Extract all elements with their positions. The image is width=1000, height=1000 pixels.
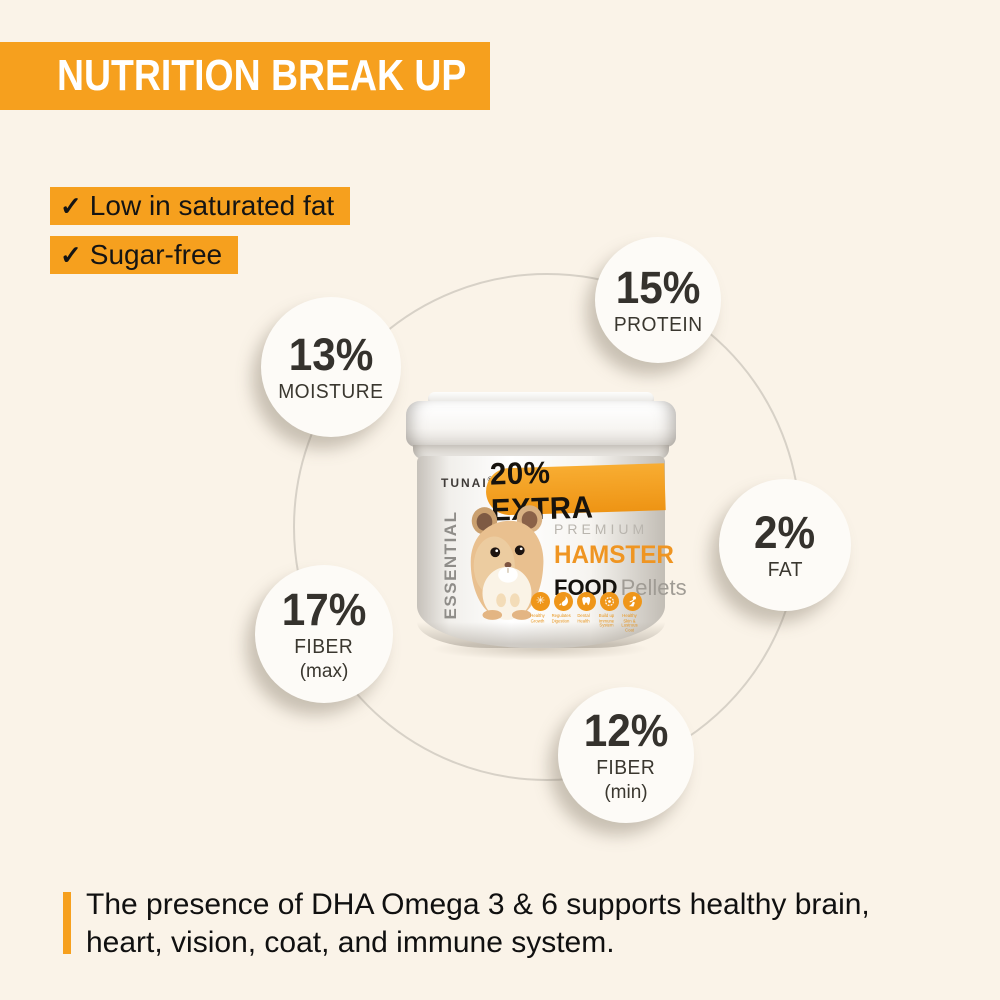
nutrient-bubble-protein: 15% PROTEIN [595,237,721,363]
nutrient-label: FIBER [596,757,656,779]
checkmark-icon: ✓ [60,239,82,270]
footnote-line: heart, vision, coat, and immune system. [86,926,615,959]
footnote-line: The presence of DHA Omega 3 & 6 supports… [86,888,870,921]
tub-base-shading [417,622,665,648]
nutrient-label: FIBER [294,636,354,658]
nutrient-bubble-moisture: 13% MOISTURE [261,297,401,437]
icon-caption: Dental Health [577,613,590,623]
badge-label: Low in saturated fat [89,190,335,221]
nutrient-label: PROTEIN [613,314,703,336]
tooth-icon [577,592,596,611]
feature-badge-sugar-free: ✓ Sugar-free [50,236,239,274]
icon-caption: Regulates Digestion [551,613,571,623]
product-tub: TUNAI® 20% EXTRA ESSENTIAL [406,390,687,652]
brand-name: TUNAI [441,476,488,490]
hamster-image [470,505,544,620]
badge-label: Sugar-free [89,239,223,270]
nutrient-value: 15% [615,262,701,313]
feature-icons-row: ✳ [531,592,642,611]
checkmark-icon: ✓ [60,190,82,221]
nutrient-sublabel: (max) [299,661,349,682]
footnote: The presence of DHA Omega 3 & 6 supports… [63,884,870,962]
nutrient-value: 13% [288,329,374,380]
nutrient-value: 12% [583,705,669,756]
healthy-coat-icon [623,592,642,611]
footnote-text: The presence of DHA Omega 3 & 6 supports… [86,884,870,962]
nutrient-value: 17% [281,584,367,635]
label-text-block: PREMIUM HAMSTER FOOD Pellets [554,521,687,601]
header-banner: NUTRITION BREAK UP [0,42,490,110]
nutrient-sublabel: (min) [604,782,648,803]
nutrient-label: MOISTURE [278,381,384,403]
immune-cell-icon [600,592,619,611]
nutrient-bubble-fiber-max: 17% FIBER (max) [255,565,393,703]
grain-burst-icon: ✳ [531,592,550,611]
icon-caption: Healthy Growth [530,613,545,623]
product-name: HAMSTER [554,541,674,569]
nutrient-bubble-fat: 2% FAT [719,479,851,611]
tub-lid-lip [413,445,669,459]
nutrient-label: FAT [767,559,803,581]
page-title: NUTRITION BREAK UP [57,51,467,100]
tub-lid [406,401,676,447]
footnote-accent-bar [63,892,71,954]
nutrient-bubble-fiber-min: 12% FIBER (min) [558,687,694,823]
feature-badge-low-fat: ✓ Low in saturated fat [50,187,351,225]
nutrient-value: 2% [754,507,816,558]
stomach-icon [554,592,573,611]
premium-label: PREMIUM [554,521,649,537]
